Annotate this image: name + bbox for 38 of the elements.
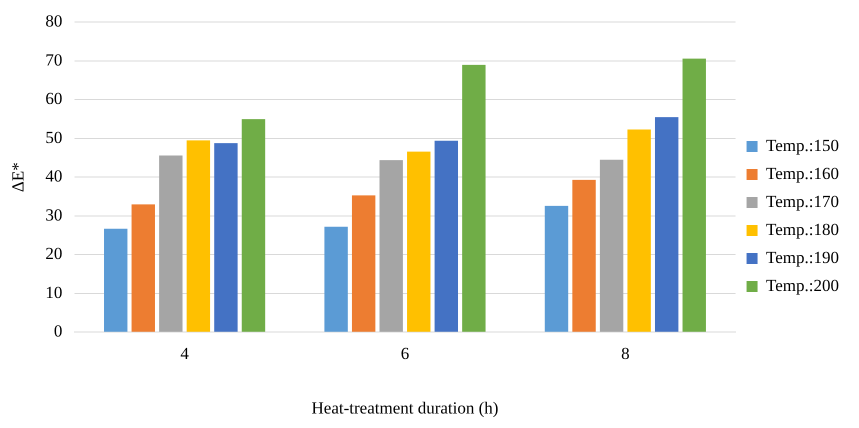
bar — [434, 140, 458, 332]
bar — [214, 143, 238, 332]
bar — [682, 58, 706, 332]
legend-label: Temp.:190 — [766, 248, 840, 267]
bar — [380, 160, 403, 332]
bar — [462, 64, 486, 332]
y-tick-label: 20 — [45, 244, 62, 264]
bar — [572, 180, 596, 332]
bar — [186, 140, 210, 332]
legend-label: Temp.:160 — [766, 164, 840, 183]
legend-label: Temp.:170 — [766, 192, 840, 211]
legend-label: Temp.:200 — [766, 276, 840, 295]
y-tick-label: 0 — [54, 322, 62, 341]
legend-label: Temp.:150 — [766, 136, 840, 155]
y-tick-label: 10 — [45, 282, 62, 302]
bar — [242, 119, 266, 332]
y-tick-label: 60 — [45, 89, 62, 108]
bar — [627, 130, 651, 332]
x-axis-title: Heat-treatment duration (h) — [312, 398, 498, 418]
bar — [407, 152, 430, 332]
bar — [104, 228, 128, 332]
x-tick-label: 4 — [180, 344, 190, 363]
y-axis-title: ΔE* — [8, 162, 28, 192]
bar — [544, 206, 568, 332]
bar — [352, 195, 376, 332]
y-tick-label: 30 — [45, 205, 62, 224]
y-tick-label: 40 — [45, 166, 62, 186]
bar — [654, 117, 678, 332]
y-tick-label: 80 — [45, 12, 62, 31]
y-tick-label: 50 — [45, 128, 62, 147]
x-tick-label: 6 — [400, 344, 410, 363]
bar — [324, 226, 348, 332]
bar — [600, 160, 624, 332]
legend-label: Temp.:180 — [766, 220, 840, 239]
x-tick-label: 8 — [621, 344, 630, 363]
y-tick-label: 70 — [45, 50, 62, 70]
bar — [132, 204, 155, 332]
bar — [159, 156, 183, 332]
